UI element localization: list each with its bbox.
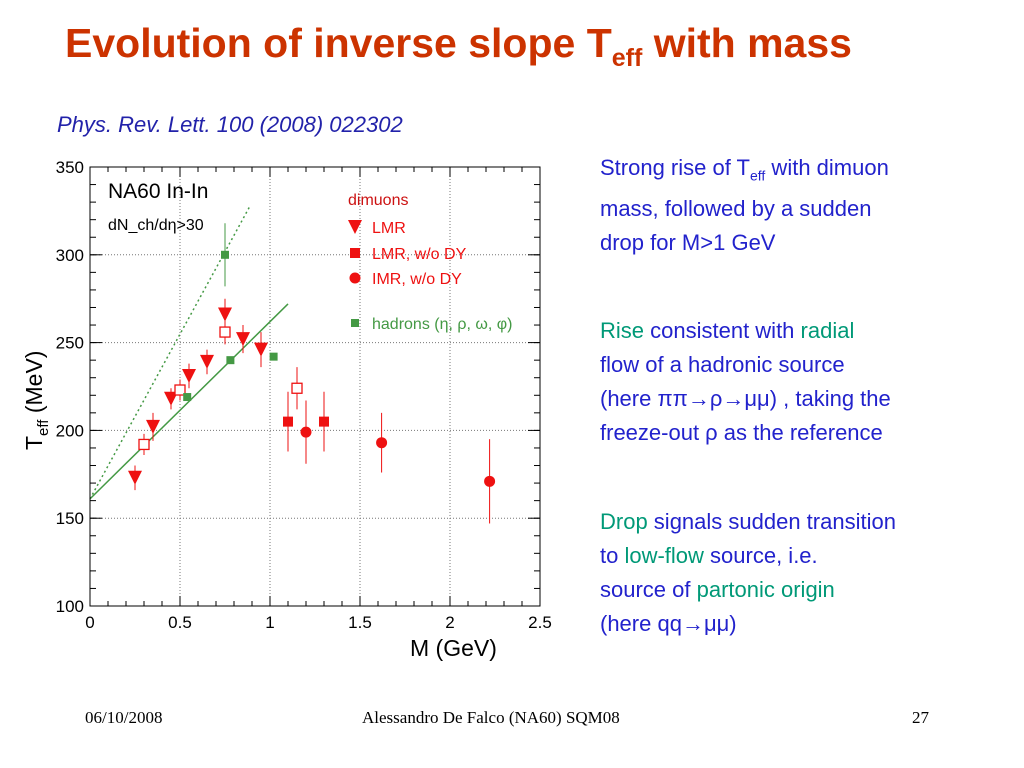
y-tick-label: 200 [56, 421, 84, 440]
footer-author: Alessandro De Falco (NA60) SQM08 [362, 708, 620, 727]
data-point-filled-square [283, 416, 293, 427]
data-point-triangle-down [200, 354, 214, 369]
data-point-open-square [174, 384, 186, 396]
data-point-small-square [226, 356, 235, 365]
x-tick-label: 0 [85, 613, 94, 632]
legend-title: dimuons [348, 192, 408, 209]
data-point-small-square [269, 352, 278, 361]
x-tick-label: 0.5 [168, 613, 192, 632]
legend-label: LMR [372, 220, 406, 237]
x-axis-label: M (GeV) [410, 635, 497, 661]
y-tick-label: 350 [56, 158, 84, 177]
plot-frame [89, 166, 541, 607]
data-point-triangle-down [128, 470, 142, 485]
data-point-triangle-down [182, 368, 196, 383]
data-point-circle [300, 426, 312, 438]
x-tick-label: 1.5 [348, 613, 372, 632]
legend-label: LMR, w/o DY [372, 246, 467, 263]
cut-label: dN_ch/dη>30 [108, 217, 204, 234]
fit-line-solid [89, 303, 289, 500]
data-point-small-square [221, 250, 229, 259]
legend-label: IMR, w/o DY [372, 271, 462, 288]
data-point-open-square [219, 326, 231, 338]
legend-marker [349, 272, 361, 284]
text-block-rise: Strong rise of Teff with dimuon mass, fo… [600, 155, 889, 256]
data-point-open-square [291, 382, 303, 394]
footer-page-number: 27 [912, 708, 929, 727]
data-point-triangle-down [146, 419, 160, 434]
y-tick-label: 100 [56, 597, 84, 616]
legend-marker [348, 220, 362, 234]
y-axis-label: Teff (MeV) [21, 351, 52, 450]
fit-line-dotted [89, 205, 251, 500]
experiment-label: NA60 In-In [108, 180, 208, 203]
data-point-small-square [183, 393, 192, 402]
x-tick-label: 2 [445, 613, 454, 632]
teff-vs-mass-chart: 0 0.5 1 1.5 2 2.5 100 150 200 250 300 350 NA60 In-I… [21, 158, 552, 661]
x-tick-label: 1 [265, 613, 274, 632]
text-block-radial-flow: Rise consistent with radial flow of a ha… [600, 318, 891, 445]
data-point-triangle-down [236, 332, 250, 347]
y-tick-label: 300 [56, 246, 84, 265]
y-tick-label: 150 [56, 509, 84, 528]
legend-marker [351, 319, 359, 327]
data-point-filled-square [319, 416, 329, 427]
footer-date: 06/10/2008 [85, 708, 163, 727]
data-point-circle [376, 437, 388, 449]
data-point-triangle-down [254, 342, 268, 357]
legend-marker [350, 248, 360, 258]
y-tick-label: 250 [56, 334, 84, 353]
slide-title: Evolution of inverse slope Teff with mas… [65, 20, 852, 72]
legend-label: hadrons (η, ρ, ω, φ) [372, 316, 512, 333]
data-point-open-square [138, 438, 150, 451]
reference-citation: Phys. Rev. Lett. 100 (2008) 022302 [57, 112, 403, 137]
data-point-circle [484, 475, 496, 487]
data-point-triangle-down [218, 307, 232, 322]
text-block-drop: Drop signals sudden transition to low-fl… [600, 509, 896, 636]
x-tick-label: 2.5 [528, 613, 552, 632]
